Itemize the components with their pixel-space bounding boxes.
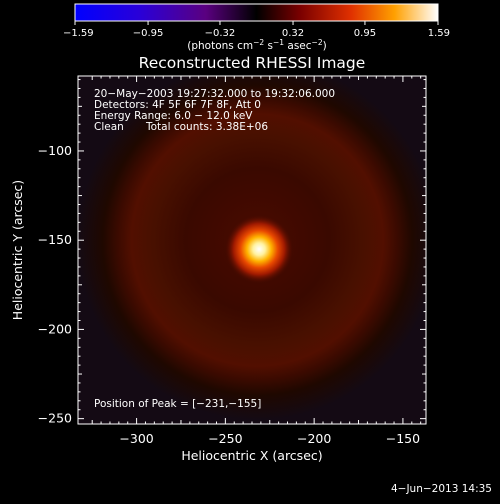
x-tick-label: −200 bbox=[297, 431, 331, 446]
x-axis: −300 −250 −200 −150 bbox=[91, 76, 422, 446]
x-axis-title: Heliocentric X (arcsec) bbox=[181, 448, 322, 463]
plot-area bbox=[78, 76, 426, 424]
colorbar-tick-label: 0.95 bbox=[354, 28, 376, 39]
colorbar-unit-label: (photons cm−2 s−1 asec−2) bbox=[187, 38, 326, 52]
annotations: 20−May−2003 19:27:32.000 to 19:32:06.000… bbox=[94, 88, 335, 410]
clean-label: Clean bbox=[94, 121, 124, 133]
detectors-text: Detectors: 4F 5F 6F 7F 8F, Att 0 bbox=[94, 99, 261, 111]
energy-range-text: Energy Range: 6.0 − 12.0 keV bbox=[94, 110, 253, 122]
colorbar-gradient bbox=[75, 4, 438, 21]
time-range-text: 20−May−2003 19:27:32.000 to 19:32:06.000 bbox=[94, 88, 335, 100]
colorbar: −1.59 −0.95 −0.32 0.32 0.95 1.59 (photons cm−… bbox=[63, 3, 450, 52]
x-tick-label: −250 bbox=[208, 431, 242, 446]
colorbar-tick-label: −1.59 bbox=[63, 28, 94, 39]
x-tick-label: −150 bbox=[386, 431, 420, 446]
total-counts-text: Total counts: 3.38E+06 bbox=[145, 121, 268, 133]
y-tick-label: −100 bbox=[38, 143, 72, 158]
y-tick-label: −200 bbox=[38, 321, 72, 336]
colorbar-tick-label: −0.32 bbox=[205, 28, 236, 39]
peak-position-text: Position of Peak = [−231,−155] bbox=[94, 398, 261, 410]
y-axis: −100 −150 −200 −250 bbox=[38, 79, 426, 426]
plot-date: 4−Jun−2013 14:35 bbox=[390, 483, 492, 495]
colorbar-ticks: −1.59 −0.95 −0.32 0.32 0.95 1.59 bbox=[63, 21, 450, 39]
x-tick-label: −300 bbox=[119, 431, 153, 446]
y-tick-label: −250 bbox=[38, 411, 72, 426]
y-axis-title: Heliocentric Y (arcsec) bbox=[10, 180, 25, 320]
colorbar-tick-label: −0.95 bbox=[133, 28, 164, 39]
y-tick-label: −150 bbox=[38, 232, 72, 247]
colorbar-frame bbox=[74, 3, 439, 22]
plot-title: Reconstructed RHESSI Image bbox=[139, 54, 366, 72]
colorbar-tick-label: 1.59 bbox=[428, 28, 450, 39]
flare-source bbox=[225, 215, 294, 284]
colorbar-tick-label: 0.32 bbox=[282, 28, 304, 39]
